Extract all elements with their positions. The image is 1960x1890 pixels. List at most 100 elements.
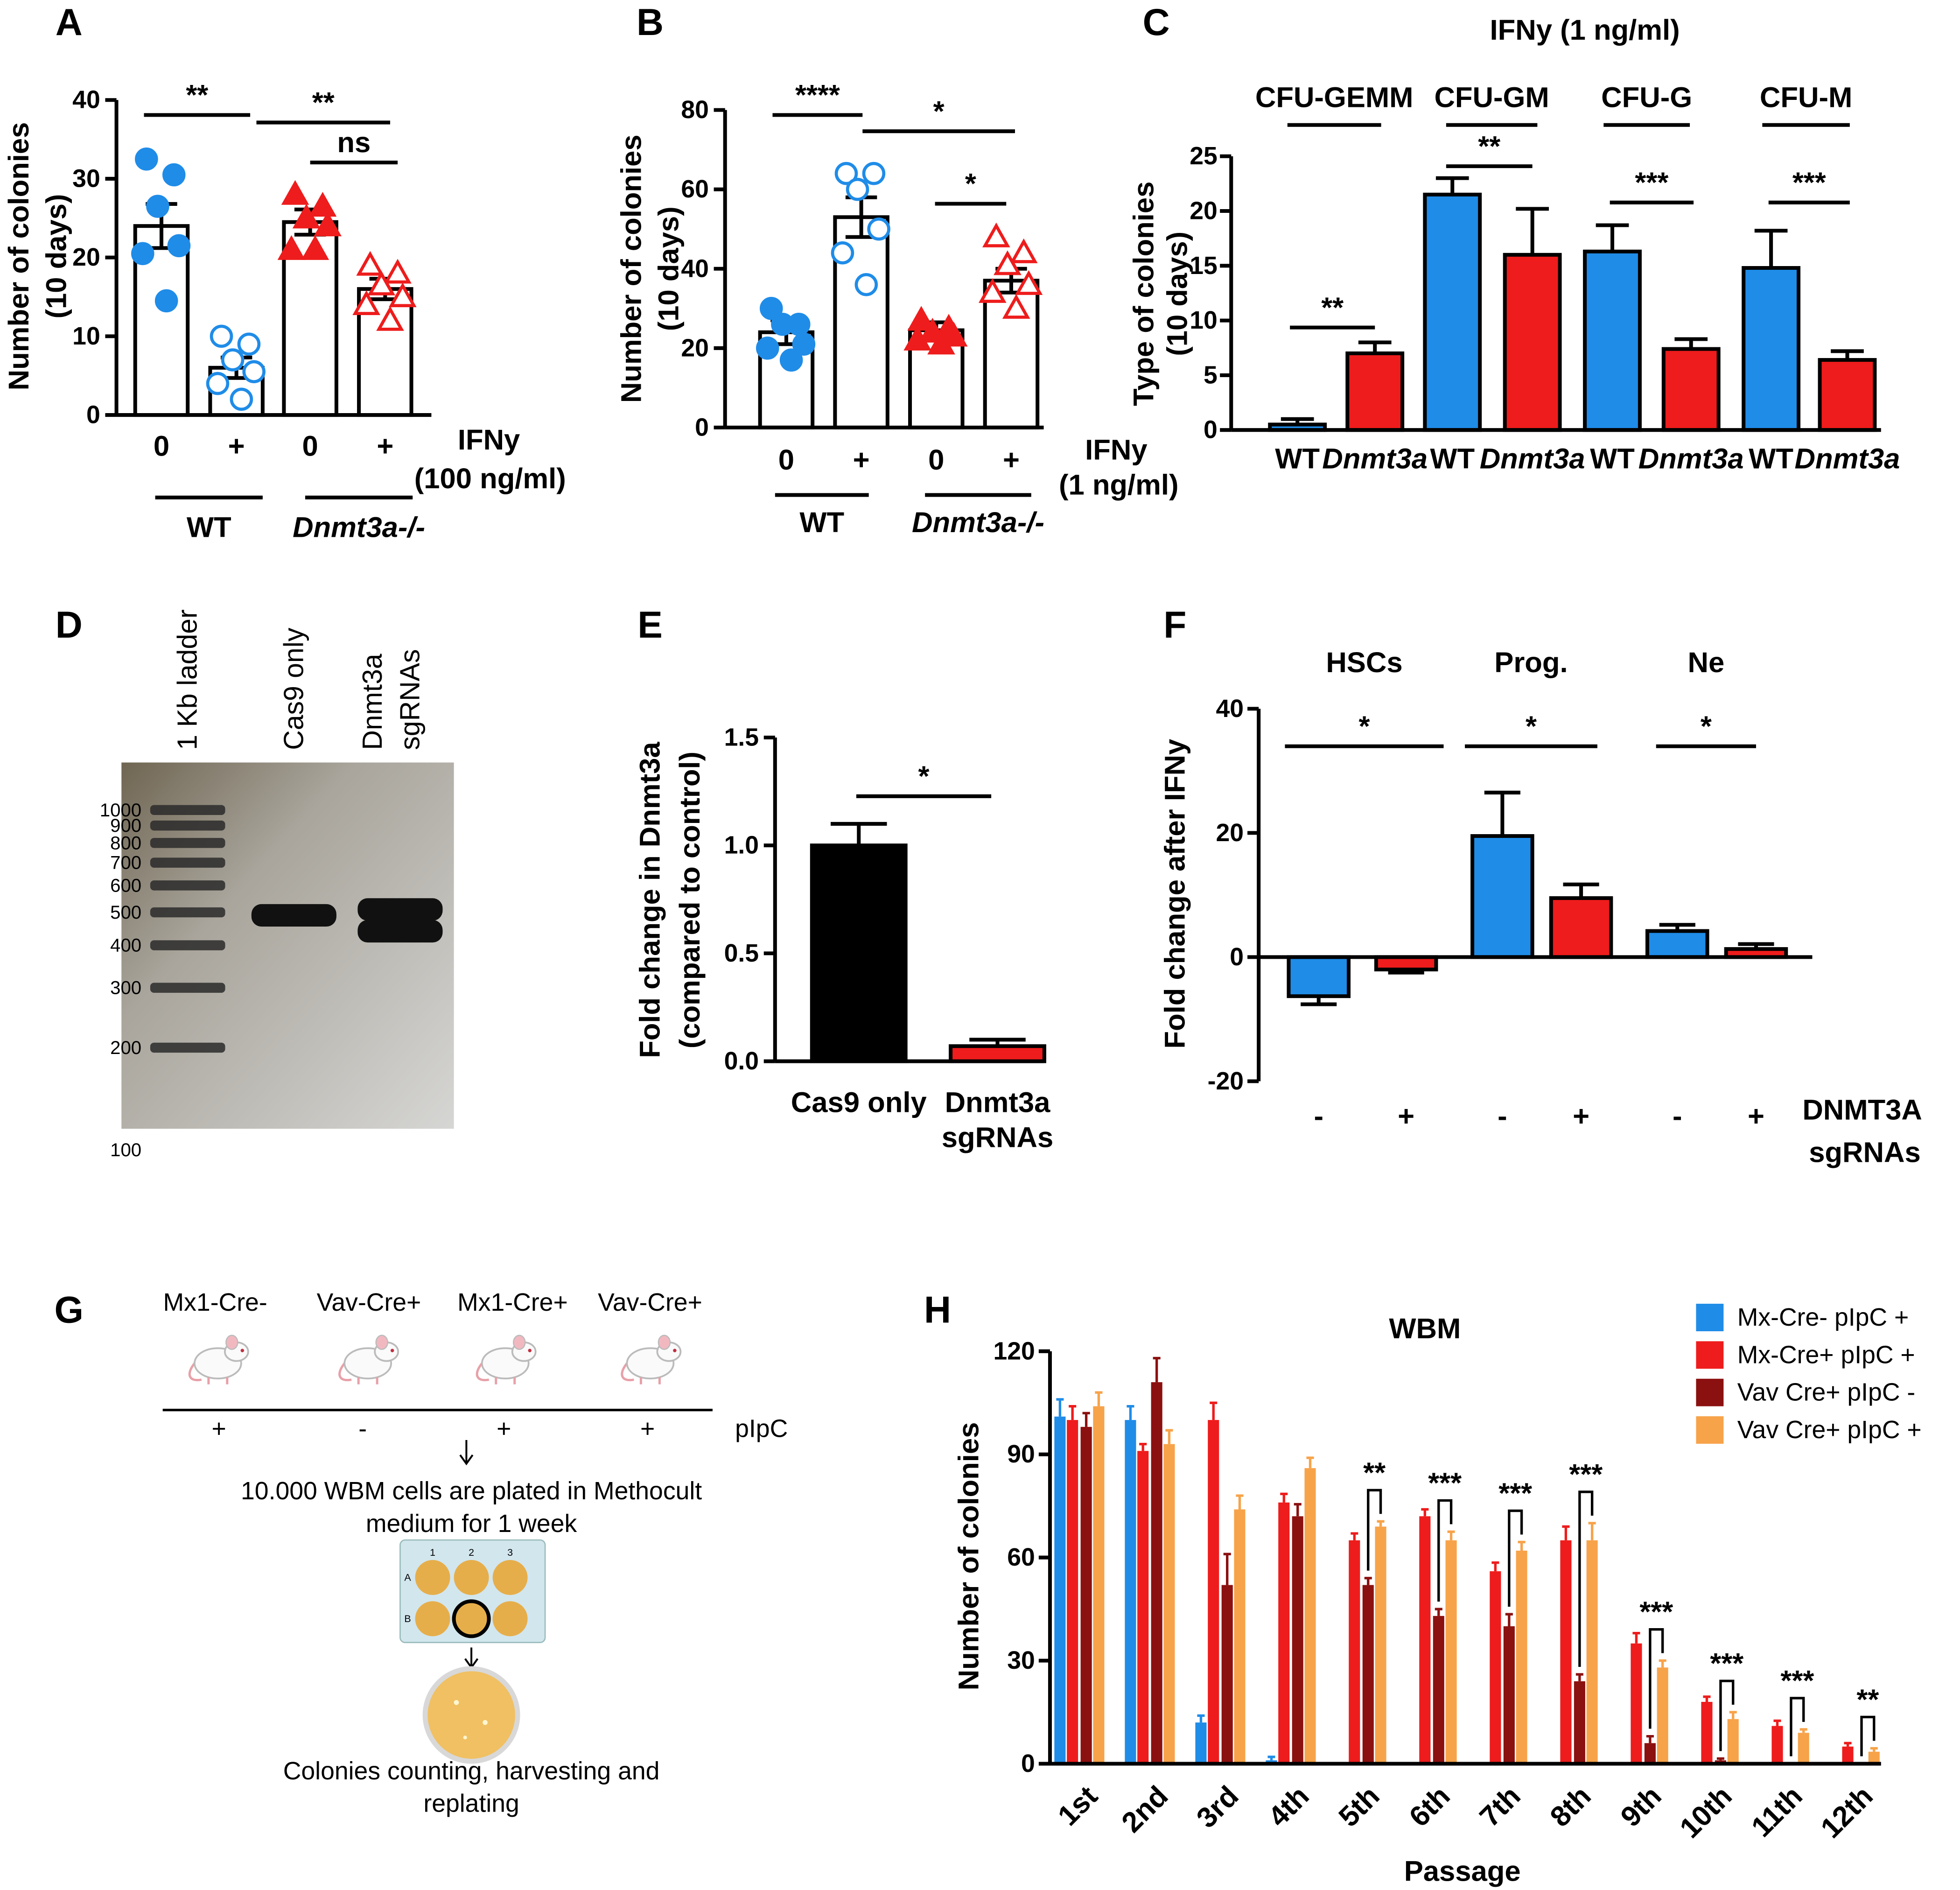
data-point: [779, 348, 803, 372]
group-label: WT: [799, 506, 844, 539]
significance-label: *: [965, 168, 976, 200]
data-point: [292, 204, 321, 229]
group-label: HSCs: [1326, 646, 1402, 679]
x-tick-label: 0: [778, 444, 794, 476]
error-bar: [1127, 1405, 1134, 1420]
treatment-sign: -: [358, 1415, 367, 1442]
data-point: [135, 147, 158, 171]
bar: [1470, 834, 1534, 959]
strain-label: Vav-Cre+: [317, 1289, 421, 1316]
x-tick-label: +: [853, 444, 870, 476]
panel-letter: B: [637, 1, 664, 43]
error-bar: [1505, 1613, 1513, 1626]
data-point: [867, 217, 890, 241]
data-point: [356, 251, 385, 276]
data-point: [154, 289, 178, 313]
plate-column: 2: [469, 1547, 474, 1558]
bar: [1125, 1420, 1136, 1764]
y-tick-label: 10: [1190, 307, 1218, 334]
bar: [1163, 1444, 1175, 1764]
well-plate: 1 2 3 A B: [399, 1539, 546, 1644]
x-tick-label: 12th: [1814, 1780, 1879, 1844]
x-tick-label: 0: [928, 444, 944, 476]
significance-label: ***: [1569, 1458, 1603, 1490]
data-point: [237, 332, 261, 356]
x-tick-label: 6th: [1403, 1780, 1456, 1833]
bar: [1842, 1746, 1854, 1764]
ladder-label: 900: [110, 815, 141, 836]
error-bar: [1516, 207, 1549, 255]
ladder-band: [150, 838, 225, 848]
well: [452, 1599, 491, 1638]
y-tick-label: 30: [72, 165, 100, 192]
ladder-label: 800: [110, 832, 141, 853]
bar: [1771, 1726, 1783, 1764]
x-axis-title: (1 ng/ml): [1059, 469, 1179, 501]
ladder-label: 200: [110, 1037, 141, 1058]
error-bar: [1301, 996, 1337, 1006]
bar: [1054, 1416, 1066, 1764]
bar: [1574, 1681, 1585, 1764]
treatment-sign: +: [497, 1415, 511, 1442]
data-point: [978, 278, 1007, 303]
ladder-band: [150, 983, 225, 993]
step-text: medium for 1 week: [366, 1510, 577, 1538]
x-tick-label: Dnmt3a: [1638, 443, 1744, 475]
bar: [1195, 1722, 1207, 1764]
error-bar: [1280, 1492, 1288, 1503]
error-bar: [1773, 1719, 1781, 1726]
bar: [1208, 1420, 1219, 1764]
legend-swatch: [1696, 1304, 1724, 1331]
bar: [1490, 1571, 1501, 1764]
panel-g: G Mx1-Cre- Vav-Cre+ Mx1-Cre+ Vav-Cre+ + …: [55, 1289, 788, 1818]
significance-label: ns: [337, 126, 371, 159]
plate-column: 1: [430, 1547, 435, 1558]
group-label: CFU-M: [1760, 81, 1852, 113]
error-bar: [1377, 1520, 1385, 1527]
data-point: [281, 180, 309, 205]
colony: [483, 1720, 488, 1725]
data-point: [831, 241, 854, 265]
bar: [1701, 1701, 1713, 1764]
well: [454, 1560, 489, 1595]
y-tick-label: 20: [72, 244, 100, 271]
legend-swatch: [1696, 1416, 1724, 1444]
error-bar: [1351, 1532, 1358, 1540]
error-bar: [1153, 1356, 1161, 1383]
group-label: Dnmt3a-/-: [293, 512, 425, 544]
error-bar: [1659, 923, 1695, 931]
data-point: [367, 270, 396, 295]
error-bar: [1236, 1494, 1244, 1510]
ladder-band: [150, 805, 225, 815]
error-bar: [1095, 1391, 1103, 1406]
x-tick-label: +: [377, 430, 393, 463]
data-point: [834, 162, 858, 185]
bar: [1818, 358, 1877, 432]
well: [415, 1560, 450, 1595]
ladder-band: [150, 880, 225, 891]
data-point: [907, 306, 935, 331]
significance-label: ***: [1710, 1647, 1743, 1679]
bar: [1362, 1585, 1374, 1764]
chart-title: WBM: [1389, 1313, 1461, 1345]
legend-swatch: [1696, 1341, 1724, 1369]
legend-swatch: [1696, 1378, 1724, 1406]
significance-label: ***: [1498, 1477, 1532, 1510]
bar: [1375, 1526, 1386, 1764]
significance-label: **: [1856, 1683, 1879, 1715]
ladder-label: 400: [110, 935, 141, 956]
y-axis-title: (10 days): [41, 194, 73, 318]
bar: [1304, 1468, 1316, 1764]
x-tick-label: Dnmt3a: [1480, 443, 1585, 475]
data-point: [854, 273, 878, 296]
panel-letter: D: [56, 604, 83, 646]
x-tick-label: +: [1398, 1100, 1414, 1132]
x-tick-label: 0: [302, 430, 318, 463]
chart-title: IFNy (1 ng/ml): [1490, 14, 1680, 46]
ladder-band: [150, 820, 225, 831]
significance-bracket: [1860, 1715, 1876, 1757]
y-tick-label: 1.5: [724, 724, 759, 751]
data-point: [846, 177, 869, 201]
panel-letter: G: [55, 1289, 84, 1331]
